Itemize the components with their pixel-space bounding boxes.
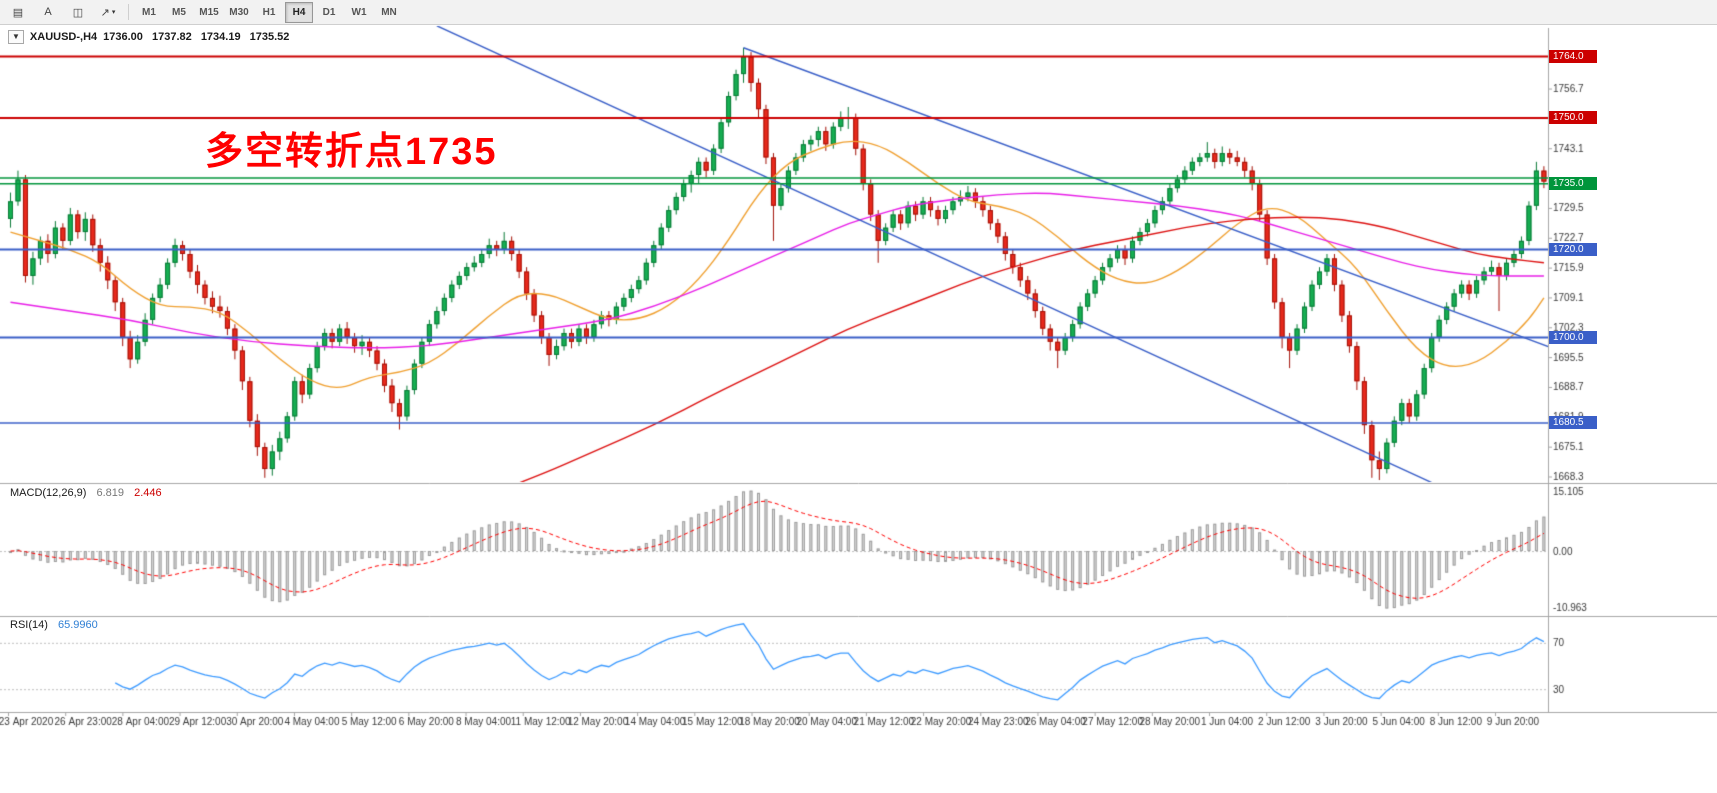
chevron-down-icon: ▾ bbox=[111, 9, 116, 16]
timeframe-w1[interactable]: W1 bbox=[351, 6, 367, 18]
close-value: 1735.52 bbox=[249, 31, 290, 43]
price-level-tag[interactable]: 1700.0 bbox=[1549, 330, 1597, 344]
timeframe-mn[interactable]: MN bbox=[381, 6, 397, 18]
timeframe-h4[interactable]: H4 bbox=[285, 1, 313, 23]
chart-window-icon[interactable]: ▤ bbox=[12, 6, 24, 19]
timeframe-m1[interactable]: M1 bbox=[142, 6, 156, 18]
symbol-title: XAUUSD-,H4 bbox=[29, 31, 98, 43]
toolbar: ▤ A ◫ ↗ ▾ M1 M5 M15 M30 H1 H4 D1 W1 MN bbox=[0, 0, 1717, 25]
price-level-tag[interactable]: 1735.0 bbox=[1549, 177, 1597, 191]
macd-name: MACD(12,26,9) bbox=[10, 487, 87, 499]
price-level-tag[interactable]: 1720.0 bbox=[1549, 243, 1597, 257]
timeframe-m15[interactable]: M15 bbox=[199, 6, 219, 18]
arrow-icon: ↗ bbox=[100, 6, 110, 19]
timeframe-m5[interactable]: M5 bbox=[172, 6, 186, 18]
one-click-collapse-icon[interactable]: ▼ bbox=[8, 30, 24, 44]
timeframe-h1[interactable]: H1 bbox=[262, 6, 276, 18]
price-level-tag[interactable]: 1680.5 bbox=[1549, 416, 1597, 430]
price-level-tag[interactable]: 1764.0 bbox=[1549, 50, 1597, 64]
arrow-tools-dropdown[interactable]: ↗ ▾ bbox=[94, 2, 122, 23]
text-frame-tool[interactable]: ◫ bbox=[72, 6, 84, 19]
rsi-indicator-label: RSI(14) 65.9960 bbox=[10, 619, 98, 631]
rsi-name: RSI(14) bbox=[10, 619, 48, 631]
symbol-info-bar[interactable]: ▼ XAUUSD-,H4 1736.00 1737.82 1734.19 173… bbox=[8, 30, 295, 44]
timeframe-d1[interactable]: D1 bbox=[322, 6, 336, 18]
low-value: 1734.19 bbox=[200, 31, 241, 43]
toolbar-separator bbox=[128, 4, 129, 20]
chart-annotation-text: 多空转折点1735 bbox=[205, 131, 498, 173]
macd-main-value: 6.819 bbox=[96, 487, 125, 499]
ohlc-values: 1736.00 1737.82 1734.19 1735.52 bbox=[103, 31, 295, 43]
price-level-tag[interactable]: 1750.0 bbox=[1549, 111, 1597, 125]
timeframe-m30[interactable]: M30 bbox=[229, 6, 249, 18]
high-value: 1737.82 bbox=[151, 31, 192, 43]
open-value: 1736.00 bbox=[103, 31, 143, 43]
text-label-tool[interactable]: A bbox=[44, 6, 52, 18]
macd-indicator-label: MACD(12,26,9) 6.819 2.446 bbox=[10, 487, 162, 499]
rsi-value: 65.9960 bbox=[57, 619, 98, 631]
macd-signal-value: 2.446 bbox=[134, 487, 162, 499]
